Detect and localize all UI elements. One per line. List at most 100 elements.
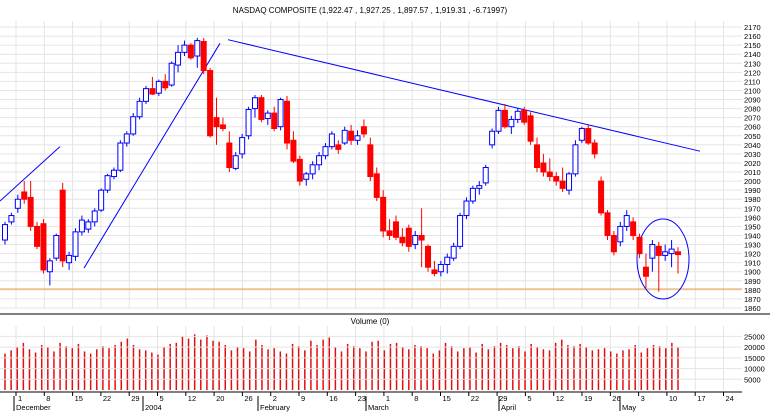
month-label: April (501, 403, 516, 412)
volume-bar (395, 342, 398, 390)
candle-body (226, 142, 233, 168)
candle (501, 104, 508, 129)
candle (40, 219, 47, 274)
date-tick-label: 10 (669, 394, 677, 403)
volume-bar (371, 341, 373, 390)
volume-bar (242, 348, 245, 390)
price-tick-label: 1920 (744, 250, 761, 259)
volume-bar (408, 349, 410, 390)
price-tick-label: 2120 (744, 68, 761, 77)
candle-body (155, 80, 162, 94)
volume-bar (181, 336, 184, 390)
candle-body (360, 126, 367, 135)
candle (527, 112, 534, 145)
volume-bar (175, 342, 178, 390)
candle (598, 176, 605, 216)
candle (348, 124, 355, 145)
candle-body (194, 40, 201, 57)
candle (604, 210, 611, 241)
candle (245, 106, 252, 140)
candle (2, 221, 8, 245)
candle (559, 167, 566, 192)
date-tick-label: 15 (75, 394, 83, 403)
candle-body (187, 44, 194, 59)
volume-bar (377, 340, 379, 390)
volume-bar (671, 342, 673, 390)
trendline-early (0, 146, 61, 202)
month-label: February (260, 403, 290, 412)
volume-bar (579, 343, 581, 390)
candle (110, 167, 117, 180)
volume-bar (261, 345, 263, 390)
volume-bar (255, 339, 257, 390)
candle (360, 119, 367, 138)
trendline-rising (83, 43, 221, 269)
volume-bar (414, 345, 416, 390)
candle-body (463, 200, 470, 217)
candle (181, 40, 188, 57)
price-tick-label: 2130 (744, 59, 761, 68)
volume-bar (603, 348, 606, 390)
volume-tick-label: 5000 (744, 375, 761, 384)
horizontal-gridlines (0, 26, 742, 309)
price-tick-label: 1890 (744, 277, 761, 286)
candle-body (98, 189, 105, 211)
volume-bar (658, 346, 661, 390)
candle-body (219, 124, 226, 130)
candle (53, 233, 60, 261)
price-tick-label: 2110 (744, 77, 760, 86)
candle (572, 140, 579, 177)
volume-bar (561, 339, 563, 390)
volume-title: Volume (0) (351, 317, 390, 326)
candle (21, 181, 28, 204)
volume-bar (512, 348, 514, 390)
candle-body (341, 129, 348, 144)
volume-bar (316, 345, 318, 390)
candle (514, 108, 521, 124)
candle-body (46, 260, 53, 273)
volume-bar (310, 340, 312, 390)
candle (636, 233, 643, 259)
candle (566, 172, 573, 195)
candle-body (168, 62, 175, 86)
volume-bar (622, 350, 624, 390)
candle-body (546, 171, 553, 178)
volume-bar (481, 343, 483, 390)
candle (316, 152, 323, 171)
volume-bar (646, 348, 649, 390)
candle-body (175, 51, 182, 66)
volume-bar (89, 353, 92, 390)
candle (85, 219, 92, 233)
candle-body (418, 234, 425, 241)
volume-bar (212, 340, 214, 390)
volume-bar (328, 337, 331, 390)
candle-body (59, 189, 66, 262)
volume-bar (487, 349, 490, 390)
candle-body (578, 128, 585, 141)
candle (463, 197, 470, 220)
candle-body (309, 164, 316, 175)
candle (662, 244, 669, 261)
candle-body (348, 130, 355, 141)
candle-body (181, 44, 188, 53)
candle (354, 130, 361, 145)
candle-body (533, 144, 540, 169)
candle-body (367, 144, 374, 178)
candle-body (617, 225, 624, 243)
candle-body (469, 187, 476, 202)
candle (591, 139, 598, 159)
candle (457, 212, 464, 250)
date-tick-label: 5 (527, 394, 531, 403)
volume-bar (346, 343, 349, 390)
date-tick-label: 29 (131, 394, 139, 403)
price-tick-label: 2170 (744, 23, 761, 32)
volume-bar (187, 338, 190, 390)
volume-bar (426, 348, 428, 390)
candle-body (72, 231, 79, 257)
volume-bar (77, 343, 80, 390)
volume-bar (102, 346, 104, 390)
volume-bar (365, 351, 367, 390)
volume-bar (304, 350, 306, 390)
date-tick-label: 20 (216, 394, 224, 403)
candle-body (630, 221, 637, 236)
